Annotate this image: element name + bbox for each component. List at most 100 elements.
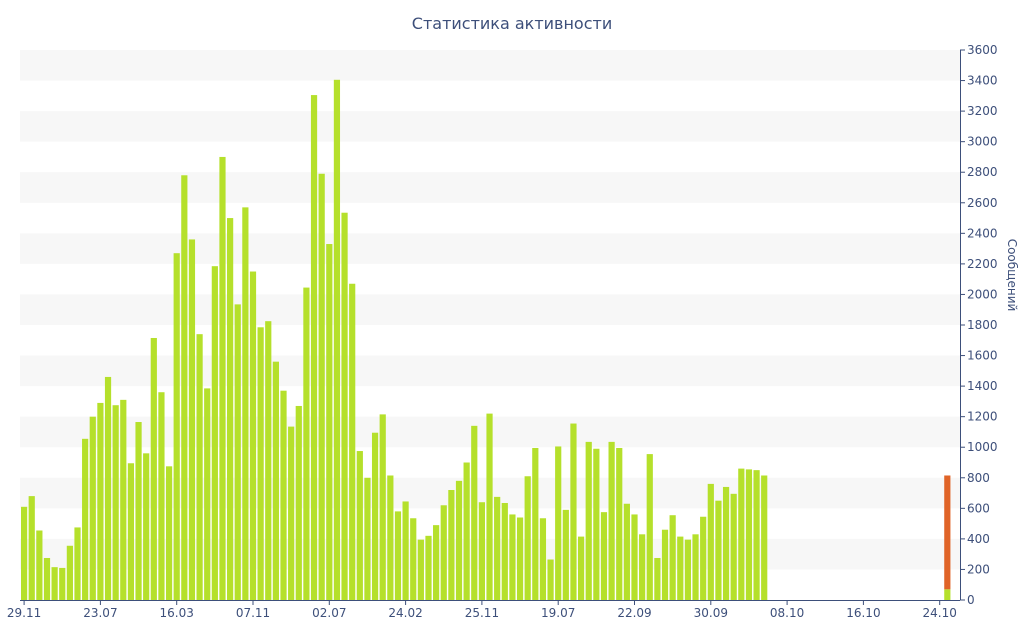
bar[interactable] (524, 476, 531, 600)
bar[interactable] (219, 156, 226, 600)
bar[interactable] (433, 525, 440, 600)
bar[interactable] (455, 480, 463, 600)
bar[interactable] (639, 534, 646, 600)
bar[interactable] (494, 496, 501, 601)
bar[interactable] (440, 505, 447, 600)
bar[interactable] (669, 515, 676, 600)
bar[interactable] (585, 441, 592, 601)
bar[interactable] (509, 514, 516, 600)
bar[interactable] (112, 405, 119, 600)
bar[interactable] (684, 539, 692, 600)
bar[interactable] (173, 253, 180, 600)
bar[interactable] (516, 517, 524, 601)
bar[interactable] (593, 448, 600, 600)
bar[interactable] (66, 545, 73, 600)
bar[interactable] (234, 304, 241, 601)
bar[interactable] (188, 239, 196, 600)
bar[interactable] (295, 405, 302, 600)
bar[interactable] (43, 557, 51, 600)
bar[interactable] (753, 470, 760, 600)
bar[interactable] (616, 447, 623, 600)
bar[interactable] (82, 438, 89, 600)
bar[interactable] (104, 376, 112, 600)
bar[interactable] (51, 567, 58, 600)
bar-current-base[interactable] (944, 589, 951, 600)
bar[interactable] (761, 475, 768, 600)
bar[interactable] (425, 535, 432, 600)
bar[interactable] (577, 536, 585, 600)
bar[interactable] (486, 413, 493, 600)
bar[interactable] (730, 493, 737, 600)
bar[interactable] (410, 518, 417, 600)
bar-current-highlight[interactable] (944, 475, 951, 590)
bar[interactable] (204, 388, 211, 600)
bar[interactable] (280, 390, 287, 600)
bar[interactable] (120, 399, 127, 600)
bar[interactable] (135, 422, 142, 600)
bar[interactable] (150, 337, 157, 600)
bar[interactable] (700, 516, 707, 600)
bar[interactable] (715, 500, 722, 600)
bar[interactable] (570, 423, 577, 600)
bar[interactable] (349, 283, 356, 600)
bar[interactable] (257, 327, 264, 600)
bar[interactable] (288, 426, 295, 600)
bar[interactable] (165, 466, 173, 600)
bar[interactable] (646, 454, 653, 600)
bar[interactable] (547, 559, 554, 600)
bar[interactable] (387, 475, 394, 600)
bar[interactable] (143, 453, 150, 600)
bar[interactable] (448, 490, 455, 600)
bar[interactable] (677, 536, 684, 600)
bar[interactable] (463, 462, 470, 601)
bar[interactable] (181, 175, 188, 600)
bar[interactable] (59, 567, 66, 600)
bar[interactable] (379, 414, 386, 601)
bar[interactable] (608, 441, 615, 601)
bar[interactable] (341, 212, 348, 600)
bar[interactable] (631, 514, 638, 600)
bar[interactable] (394, 511, 402, 600)
bar[interactable] (242, 207, 249, 601)
bar[interactable] (738, 468, 745, 600)
bar[interactable] (623, 503, 630, 600)
bar[interactable] (555, 446, 562, 600)
bar[interactable] (211, 266, 218, 600)
bar[interactable] (471, 425, 478, 600)
bar[interactable] (371, 432, 379, 600)
bar[interactable] (745, 469, 753, 601)
bar[interactable] (158, 392, 165, 600)
bar[interactable] (478, 502, 485, 600)
bar[interactable] (326, 244, 333, 600)
bar[interactable] (21, 506, 28, 600)
bar[interactable] (272, 361, 279, 600)
bar[interactable] (600, 512, 608, 600)
bar[interactable] (364, 477, 371, 600)
bar[interactable] (127, 463, 135, 600)
bar[interactable] (692, 534, 699, 600)
bar[interactable] (89, 416, 96, 600)
bar[interactable] (196, 334, 203, 600)
bar[interactable] (318, 173, 325, 600)
bar[interactable] (661, 529, 669, 600)
bar[interactable] (722, 486, 730, 600)
bar[interactable] (539, 518, 547, 600)
bar[interactable] (265, 321, 272, 600)
bar[interactable] (402, 501, 409, 600)
bar[interactable] (97, 402, 104, 600)
bar[interactable] (417, 539, 424, 600)
bar[interactable] (356, 451, 363, 600)
bar[interactable] (36, 530, 43, 600)
bar[interactable] (654, 557, 661, 600)
bar[interactable] (303, 287, 310, 600)
bar[interactable] (532, 447, 539, 600)
bar[interactable] (501, 502, 508, 600)
bar[interactable] (28, 496, 35, 600)
bar[interactable] (562, 509, 569, 600)
bar[interactable] (74, 527, 81, 600)
bar[interactable] (227, 218, 234, 600)
bar[interactable] (249, 271, 257, 600)
bar[interactable] (707, 483, 714, 600)
bar[interactable] (333, 79, 341, 601)
bar[interactable] (310, 95, 318, 600)
